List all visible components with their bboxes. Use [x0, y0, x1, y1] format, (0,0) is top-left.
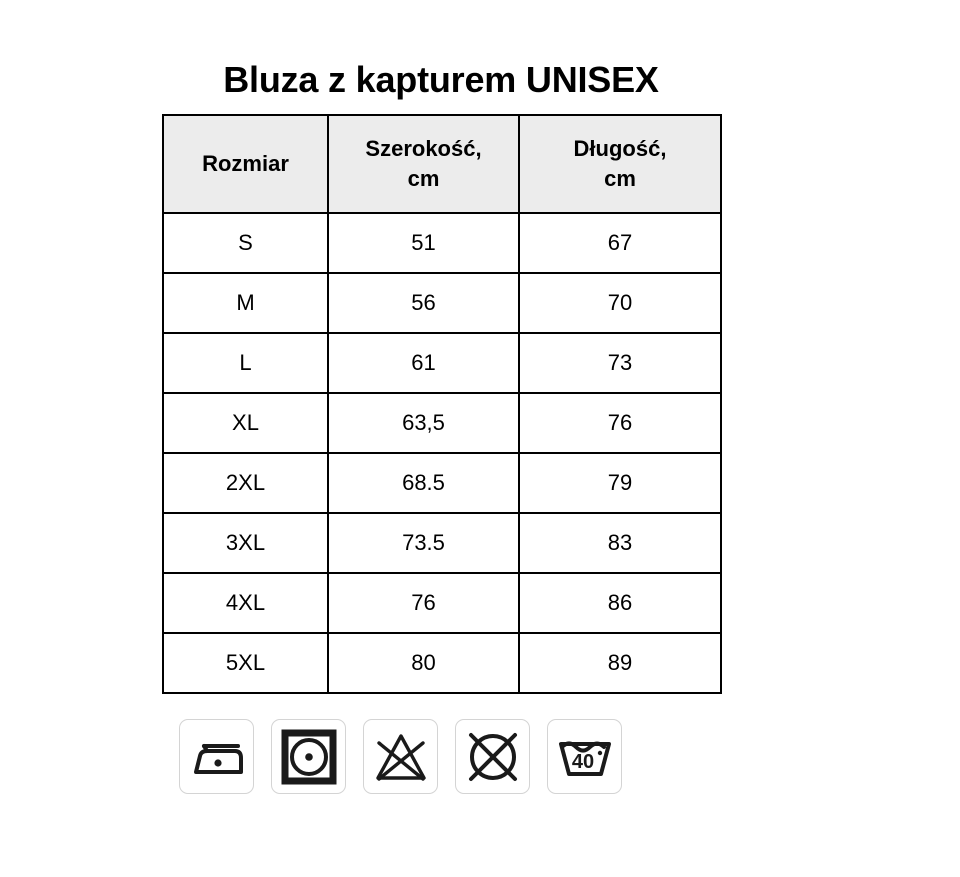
column-header-length: Długość, cm [518, 114, 722, 214]
cell-size: M [162, 272, 329, 334]
page-title: Bluza z kapturem UNISEX [223, 59, 659, 100]
cell-width: 68.5 [327, 452, 520, 514]
cell-width: 61 [327, 332, 520, 394]
cell-size: 5XL [162, 632, 329, 694]
cell-width: 80 [327, 632, 520, 694]
iron-one-dot-icon [179, 719, 254, 794]
column-header-width: Szerokość, cm [327, 114, 520, 214]
cell-length: 67 [518, 212, 722, 274]
cell-width: 73.5 [327, 512, 520, 574]
column-header-size: Rozmiar [162, 114, 329, 214]
cell-size: 3XL [162, 512, 329, 574]
do-not-bleach-icon [363, 719, 438, 794]
wash-40-icon: 40 [547, 719, 622, 794]
do-not-tumble-dry-icon [455, 719, 530, 794]
column-header-width-line1: Szerokość, [365, 136, 482, 161]
cell-width: 56 [327, 272, 520, 334]
column-header-size-label: Rozmiar [202, 151, 289, 176]
column-header-length-line2: cm [604, 166, 636, 191]
cell-length: 79 [518, 452, 722, 514]
cell-size: S [162, 212, 329, 274]
cell-size: XL [162, 392, 329, 454]
cell-size: L [162, 332, 329, 394]
care-instruction-icons: 40 [179, 719, 622, 794]
cell-size: 4XL [162, 572, 329, 634]
column-header-width-line2: cm [407, 166, 440, 191]
wash-temperature-label: 40 [571, 751, 593, 773]
table-header-row: Rozmiar Szerokość, cm Długość, cm [162, 114, 722, 214]
table-row: M 56 70 [162, 272, 722, 334]
tumble-dry-normal-icon [271, 719, 346, 794]
cell-size: 2XL [162, 452, 329, 514]
table-row: 4XL 76 86 [162, 572, 722, 634]
cell-length: 86 [518, 572, 722, 634]
cell-length: 73 [518, 332, 722, 394]
table-row: 2XL 68.5 79 [162, 452, 722, 514]
cell-length: 83 [518, 512, 722, 574]
table-row: XL 63,5 76 [162, 392, 722, 454]
cell-width: 63,5 [327, 392, 520, 454]
cell-length: 70 [518, 272, 722, 334]
table-row: S 51 67 [162, 212, 722, 274]
table-row: L 61 73 [162, 332, 722, 394]
table-row: 5XL 80 89 [162, 632, 722, 694]
cell-width: 76 [327, 572, 520, 634]
table-row: 3XL 73.5 83 [162, 512, 722, 574]
cell-width: 51 [327, 212, 520, 274]
cell-length: 89 [518, 632, 722, 694]
size-table: Rozmiar Szerokość, cm Długość, cm S 51 6… [162, 114, 722, 694]
cell-length: 76 [518, 392, 722, 454]
column-header-length-line1: Długość, [573, 136, 667, 161]
